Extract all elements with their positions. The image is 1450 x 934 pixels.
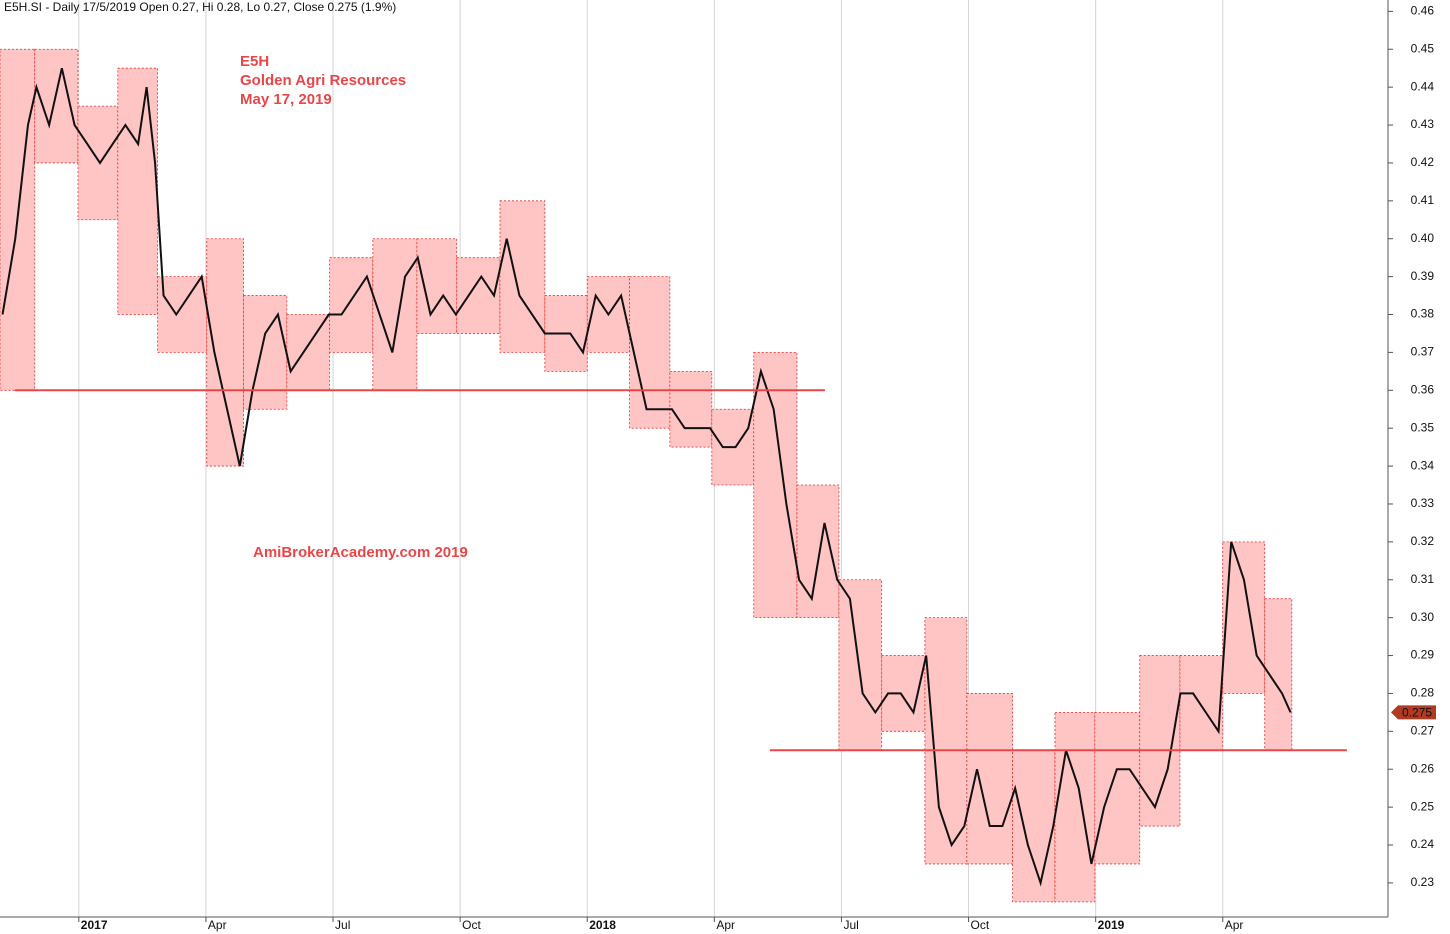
y-tick-label: 0.41 xyxy=(1411,193,1435,207)
x-tick-label: Apr xyxy=(716,918,735,932)
range-box xyxy=(1139,655,1181,827)
x-tick-label: Oct xyxy=(971,918,990,932)
y-tick-label: 0.38 xyxy=(1411,307,1435,321)
y-tick-label: 0.36 xyxy=(1411,382,1435,396)
x-tick-label: 2017 xyxy=(81,918,108,932)
range-box xyxy=(796,484,840,619)
range-box xyxy=(157,276,208,353)
y-tick-label: 0.34 xyxy=(1411,458,1435,472)
y-tick-label: 0.29 xyxy=(1411,648,1435,662)
range-box xyxy=(1179,655,1224,751)
y-tick-label: 0.46 xyxy=(1411,4,1435,18)
range-box xyxy=(416,238,458,334)
annotation: AmiBrokerAcademy.com 2019 xyxy=(253,544,468,561)
range-box xyxy=(34,48,79,164)
chart-title: E5H.SI - Daily 17/5/2019 Open 0.27, Hi 0… xyxy=(4,0,396,14)
y-tick-label: 0.33 xyxy=(1411,496,1435,510)
range-box xyxy=(924,617,968,865)
y-tick-label: 0.43 xyxy=(1411,117,1435,131)
x-tick-label: Apr xyxy=(208,918,227,932)
last-value-tag xyxy=(1391,705,1436,720)
annotation: Golden Agri Resources xyxy=(240,72,406,89)
x-tick-label: 2018 xyxy=(589,918,616,932)
y-tick-label: 0.35 xyxy=(1411,420,1435,434)
range-box xyxy=(966,693,1014,865)
y-tick-label: 0.32 xyxy=(1411,534,1435,548)
y-tick-label: 0.28 xyxy=(1411,686,1435,700)
range-box xyxy=(243,295,288,410)
price-line xyxy=(1,67,1292,887)
y-tick-label: 0.25 xyxy=(1411,799,1435,813)
range-box xyxy=(117,67,159,315)
annotation: May 17, 2019 xyxy=(240,91,332,108)
y-tick-label: 0.30 xyxy=(1411,610,1435,624)
x-tick-label: 2019 xyxy=(1098,918,1125,932)
range-box xyxy=(286,314,331,391)
range-box xyxy=(329,257,374,353)
y-tick-label: 0.27 xyxy=(1411,723,1435,737)
range-box xyxy=(499,200,546,353)
last-value-label: 0.275 xyxy=(1402,706,1432,720)
y-tick-label: 0.42 xyxy=(1411,155,1435,169)
y-tick-label: 0.23 xyxy=(1411,875,1435,889)
x-tick-label: Oct xyxy=(462,918,481,932)
range-box xyxy=(629,276,671,429)
y-tick-label: 0.31 xyxy=(1411,572,1435,586)
range-box xyxy=(1012,749,1056,903)
y-tick-label: 0.37 xyxy=(1411,345,1435,359)
range-box xyxy=(206,238,245,467)
x-tick-label: Jul xyxy=(843,918,858,932)
y-tick-label: 0.39 xyxy=(1411,269,1435,283)
annotation: E5H xyxy=(240,53,269,70)
range-box xyxy=(1054,711,1096,903)
y-tick-label: 0.45 xyxy=(1411,41,1435,55)
range-box xyxy=(838,579,883,751)
y-tick-label: 0.44 xyxy=(1411,79,1435,93)
range-box xyxy=(1094,711,1141,865)
range-box xyxy=(77,105,119,221)
plot-layer xyxy=(0,0,1293,917)
x-tick-label: Apr xyxy=(1225,918,1244,932)
y-tick-label: 0.40 xyxy=(1411,231,1435,245)
range-box xyxy=(669,370,713,448)
x-tick-label: Jul xyxy=(335,918,350,932)
range-box xyxy=(753,352,798,619)
y-tick-label: 0.24 xyxy=(1411,837,1435,851)
y-tick-label: 0.26 xyxy=(1411,761,1435,775)
